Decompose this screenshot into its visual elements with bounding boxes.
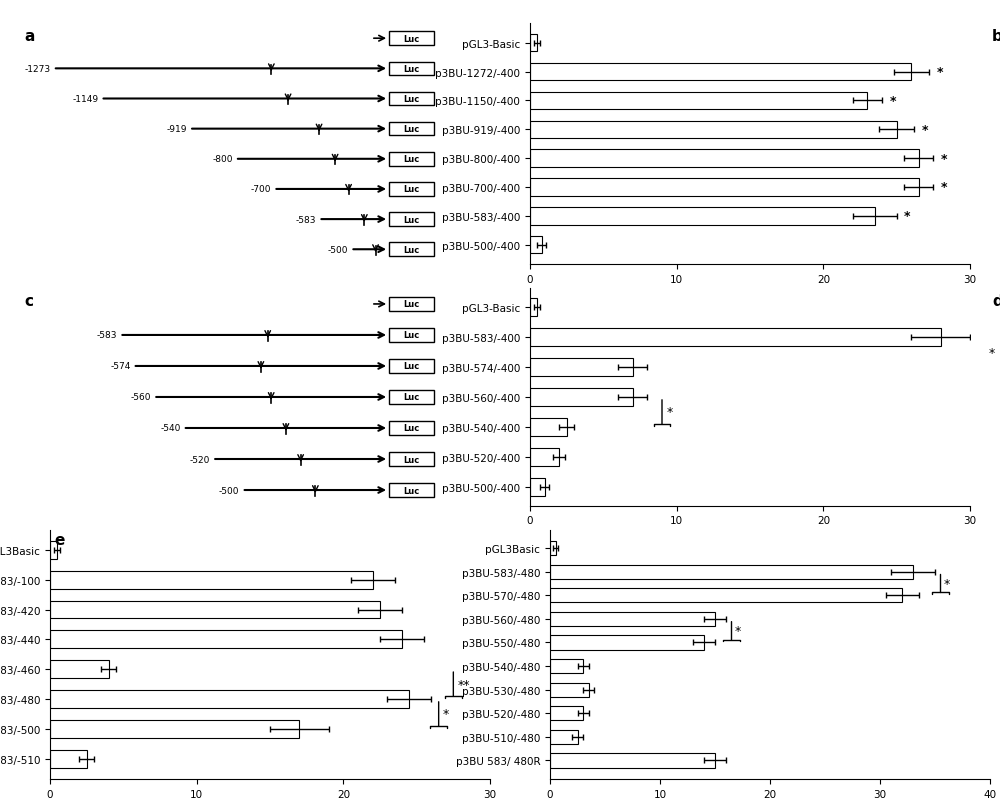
FancyBboxPatch shape [389, 243, 434, 257]
Bar [550, 707, 583, 720]
Text: Luc: Luc [403, 125, 420, 134]
Text: Luc: Luc [403, 65, 420, 74]
Text: -574: -574 [110, 362, 130, 371]
FancyBboxPatch shape [389, 92, 434, 106]
Text: -500: -500 [328, 246, 348, 255]
Text: Luc: Luc [403, 455, 420, 464]
Text: Luc: Luc [403, 362, 420, 371]
Text: -800: -800 [212, 155, 233, 164]
Text: *: * [735, 625, 741, 638]
Text: Luc: Luc [403, 393, 420, 402]
Text: *: * [944, 577, 950, 590]
Text: -1273: -1273 [25, 65, 51, 74]
Bar [50, 571, 373, 589]
Text: -560: -560 [131, 393, 151, 402]
Text: Luc: Luc [403, 424, 420, 433]
Text: -540: -540 [160, 424, 181, 433]
Bar [530, 64, 911, 81]
Bar [550, 565, 913, 579]
Bar [530, 389, 633, 406]
Bar [50, 601, 380, 619]
Text: *: * [941, 153, 947, 165]
Bar [550, 659, 583, 673]
FancyBboxPatch shape [389, 183, 434, 197]
Text: *: * [666, 406, 673, 419]
Text: Luc: Luc [403, 331, 420, 340]
Bar [530, 359, 633, 377]
Bar [530, 179, 919, 197]
Text: *: * [904, 210, 910, 223]
FancyBboxPatch shape [389, 63, 434, 76]
FancyBboxPatch shape [389, 32, 434, 46]
Text: Luc: Luc [403, 155, 420, 164]
Bar [530, 448, 559, 467]
Bar [550, 683, 588, 697]
Text: -919: -919 [166, 125, 187, 134]
X-axis label: Luciferase activity (Ralative to Control): Luciferase activity (Ralative to Control… [648, 531, 852, 541]
Text: *: * [922, 124, 928, 137]
Text: d: d [992, 293, 1000, 308]
Text: *: * [443, 707, 449, 720]
Bar [530, 35, 537, 52]
Bar [50, 630, 402, 649]
Bar [50, 660, 109, 679]
Text: -500: -500 [219, 486, 239, 495]
Bar [50, 690, 409, 708]
Text: *: * [936, 66, 943, 79]
FancyBboxPatch shape [389, 390, 434, 405]
Text: *: * [889, 95, 896, 108]
Text: **: ** [458, 678, 470, 691]
Text: a: a [24, 29, 35, 44]
Bar [50, 750, 87, 768]
Text: Luc: Luc [403, 486, 420, 495]
Text: -583: -583 [296, 215, 316, 224]
Bar [530, 237, 542, 254]
Bar [50, 541, 57, 559]
Bar [550, 541, 556, 556]
FancyBboxPatch shape [389, 298, 434, 312]
Bar [530, 328, 941, 347]
Text: Luc: Luc [403, 35, 420, 43]
Text: -520: -520 [190, 455, 210, 464]
Text: e: e [54, 532, 65, 548]
Bar [550, 753, 715, 768]
Text: -583: -583 [97, 331, 117, 340]
Text: Luc: Luc [403, 185, 420, 194]
Text: Luc: Luc [403, 300, 420, 309]
Bar [550, 730, 578, 744]
Text: -1149: -1149 [72, 95, 98, 104]
Text: *: * [941, 181, 947, 194]
FancyBboxPatch shape [389, 123, 434, 137]
Bar [530, 150, 919, 168]
Text: b: b [992, 29, 1000, 44]
Bar [530, 478, 545, 496]
Text: c: c [24, 293, 34, 308]
Bar [530, 418, 567, 436]
Bar [550, 612, 715, 626]
Text: Luc: Luc [403, 215, 420, 224]
FancyBboxPatch shape [389, 452, 434, 467]
FancyBboxPatch shape [389, 328, 434, 343]
Bar [530, 121, 897, 139]
Bar [550, 589, 902, 602]
FancyBboxPatch shape [389, 422, 434, 435]
Text: Luc: Luc [403, 246, 420, 255]
Text: *: * [989, 346, 995, 359]
Bar [530, 299, 537, 317]
FancyBboxPatch shape [389, 213, 434, 226]
Bar [550, 636, 704, 650]
FancyBboxPatch shape [389, 360, 434, 373]
Text: -700: -700 [251, 185, 271, 194]
Bar [50, 720, 299, 738]
Bar [530, 92, 867, 110]
FancyBboxPatch shape [389, 483, 434, 497]
FancyBboxPatch shape [389, 153, 434, 166]
X-axis label: Luciferase activity (Ralative to Control): Luciferase activity (Ralative to Control… [648, 290, 852, 300]
Text: Luc: Luc [403, 95, 420, 104]
Bar [530, 208, 875, 225]
